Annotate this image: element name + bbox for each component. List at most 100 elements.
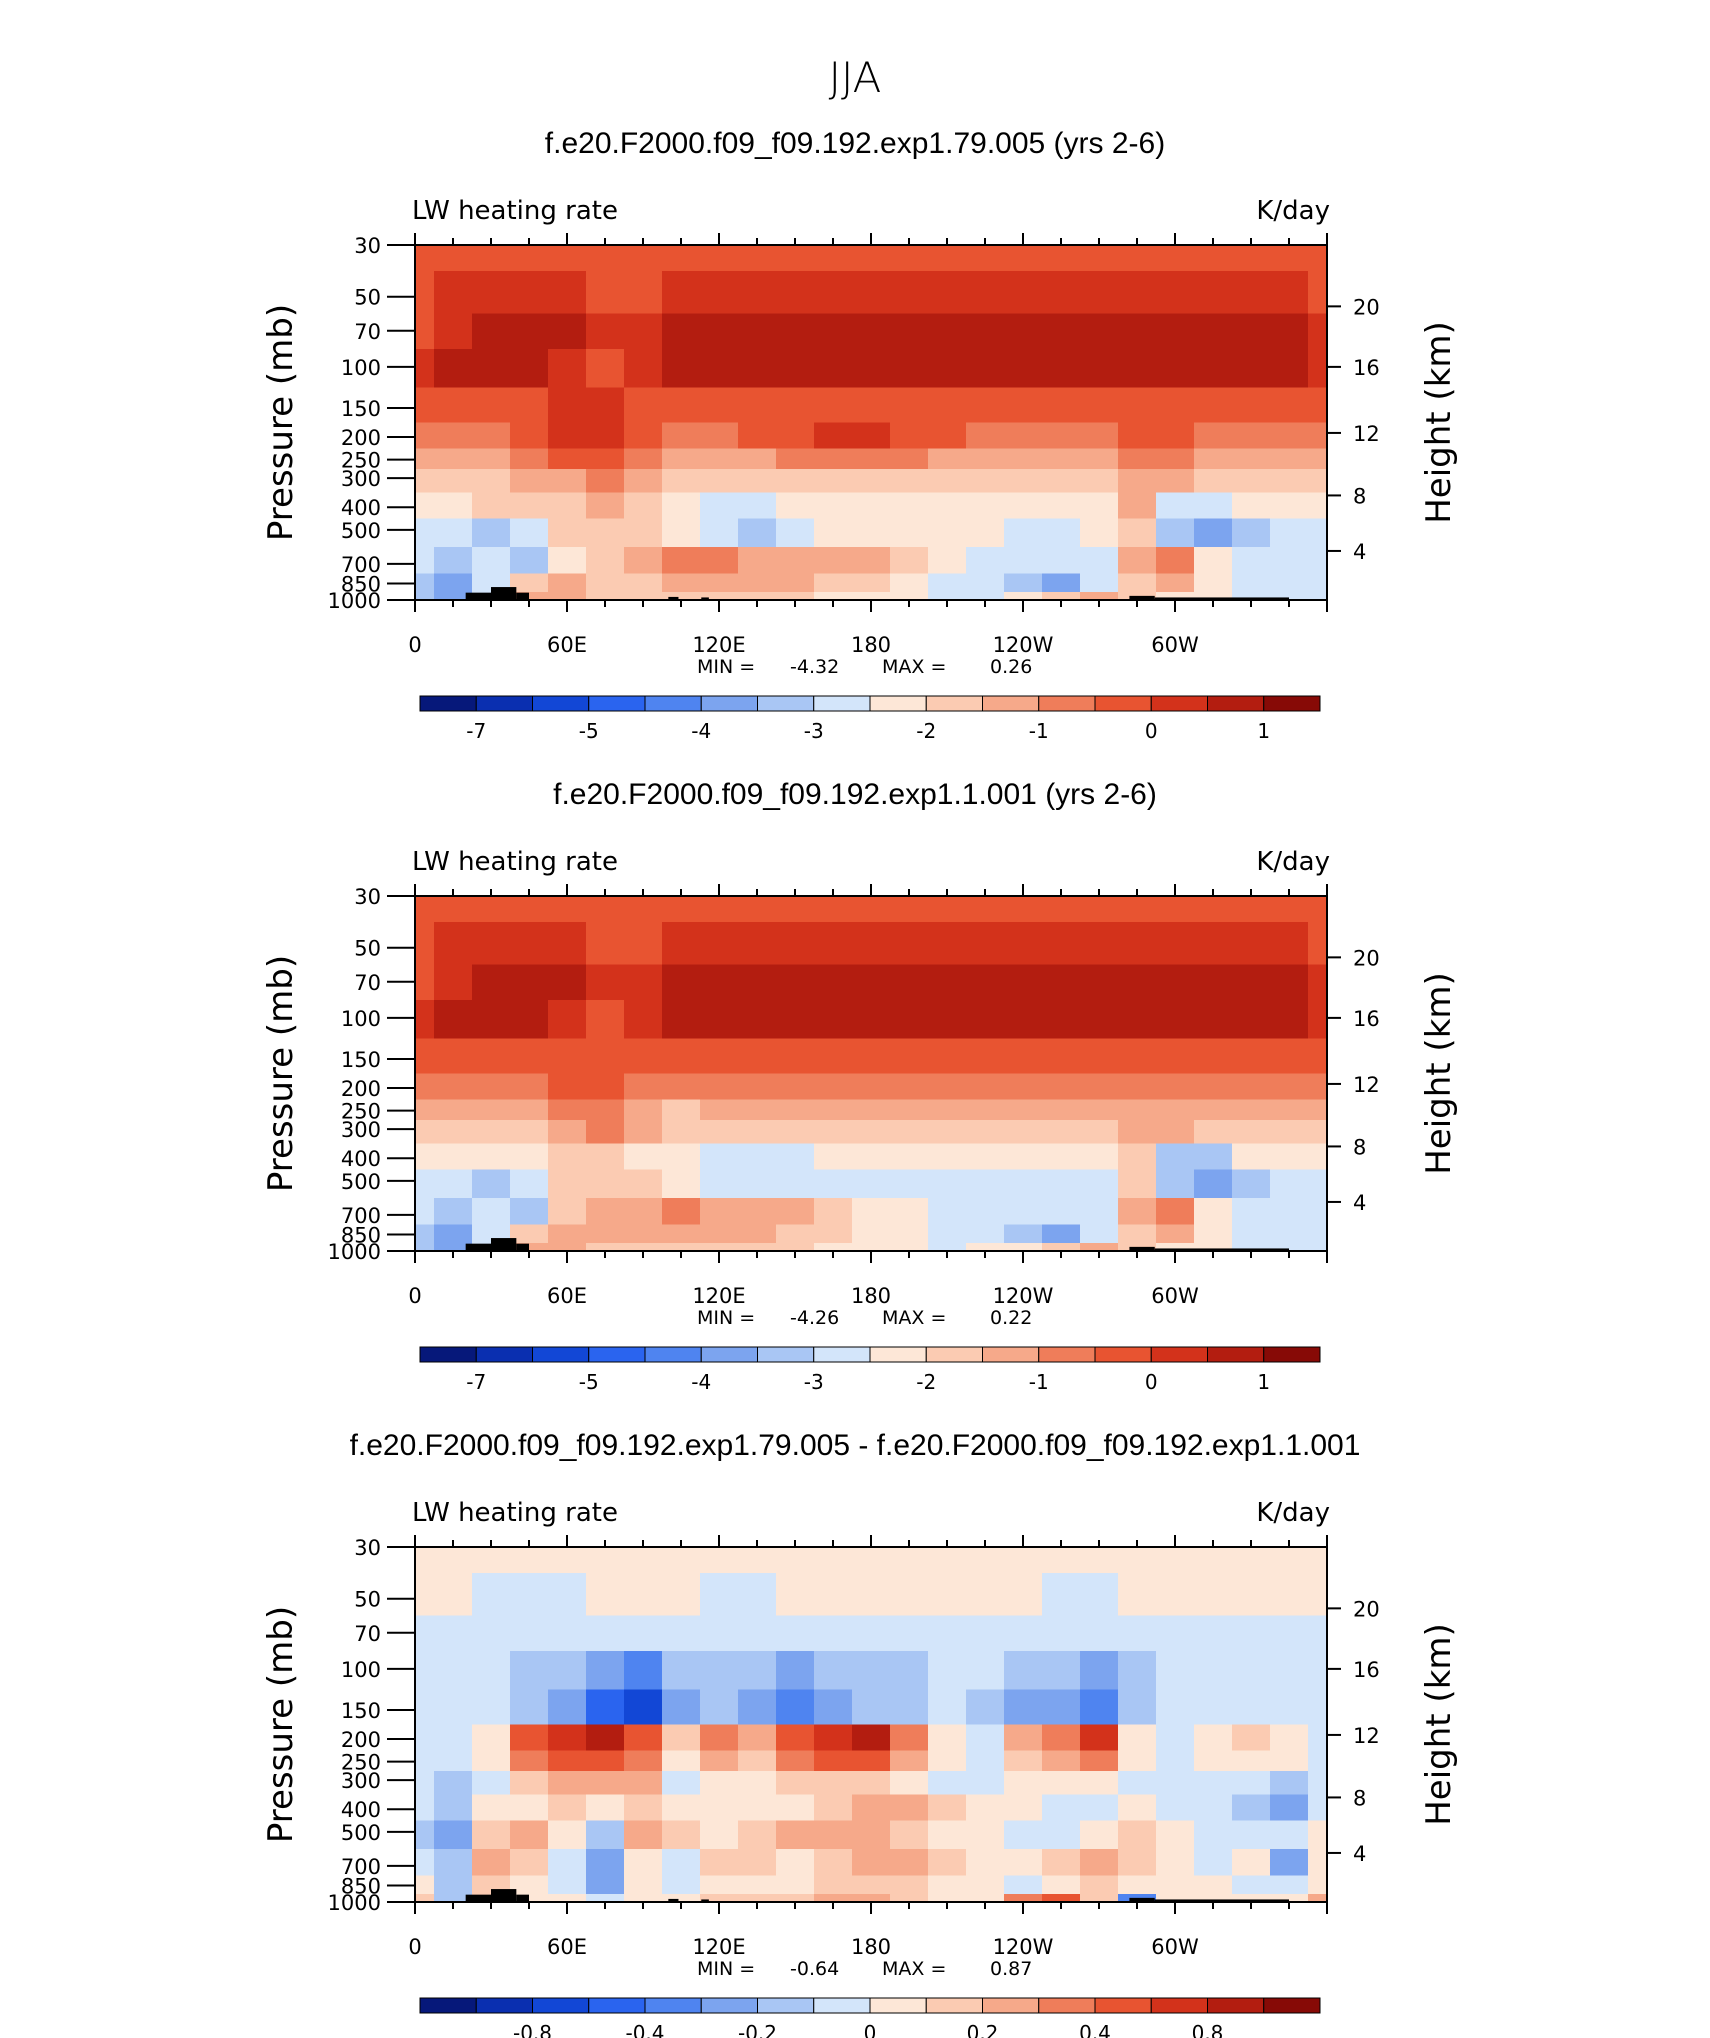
field-cell: [415, 422, 435, 449]
field-cell: [1308, 1547, 1328, 1574]
field-cell: [966, 964, 1005, 1001]
field-cell: [510, 999, 549, 1040]
height-tick-label: 20: [1353, 295, 1380, 319]
y-tick-label: 50: [354, 1588, 381, 1612]
field-cell: [1232, 492, 1271, 520]
field-cell: [1156, 1169, 1195, 1199]
field-cell: [776, 1572, 815, 1617]
field-cell: [1270, 1875, 1309, 1895]
field-cell: [472, 1750, 511, 1772]
topography-block: [1154, 1899, 1289, 1902]
season-title: JJA: [829, 53, 882, 102]
field-cell: [415, 921, 435, 966]
field-cell: [700, 1224, 739, 1244]
x-tick-label: 120E: [692, 1284, 745, 1308]
field-cell: [415, 1242, 435, 1252]
colorbar-swatch: [475, 695, 533, 712]
field-cell: [1194, 1848, 1233, 1877]
field-cell: [1232, 1794, 1271, 1822]
colorbar-label: 0: [864, 2021, 877, 2038]
colorbar-swatch: [869, 695, 927, 712]
field-cell: [700, 492, 739, 520]
panel-2: f.e20.F2000.f09_f09.192.exp1.1.001 (yrs …: [261, 778, 1459, 1394]
field-cell: [890, 591, 929, 601]
field-cell: [890, 1073, 929, 1100]
field-cell: [928, 1038, 967, 1075]
field-cell: [1042, 313, 1081, 350]
field-cell: [852, 1615, 891, 1652]
field-cell: [434, 964, 473, 1001]
field-cell: [434, 422, 473, 449]
field-cell: [776, 999, 815, 1040]
field-cell: [472, 1038, 511, 1075]
field-cell: [1080, 896, 1119, 923]
field-cell: [890, 1724, 929, 1751]
height-tick-label: 4: [1353, 1842, 1366, 1866]
field-cell: [1232, 387, 1271, 424]
field-cell: [472, 546, 511, 575]
field-cell: [700, 573, 739, 593]
field-cell: [776, 1893, 815, 1903]
field-cell: [1194, 1689, 1233, 1726]
field-cell: [548, 270, 587, 315]
field-cell: [662, 1038, 701, 1075]
field-cell: [814, 1689, 853, 1726]
field-cell: [1080, 1038, 1119, 1075]
field-cell: [415, 348, 435, 389]
field-cell: [1308, 1038, 1328, 1075]
field-cell: [586, 1893, 625, 1903]
topography-block: [701, 1899, 709, 1902]
field-cell: [415, 1750, 435, 1772]
field-cell: [1042, 348, 1081, 389]
field-cell: [434, 1820, 473, 1850]
topography-block: [1129, 595, 1155, 600]
field-cell: [890, 1689, 929, 1726]
field-cell: [738, 387, 777, 424]
field-cell: [1156, 1143, 1195, 1171]
field-cell: [1194, 1572, 1233, 1617]
field-cell: [738, 546, 777, 575]
colorbar-swatch: [1038, 1997, 1096, 2014]
field-cell: [1118, 1197, 1157, 1226]
field-cell: [434, 1848, 473, 1877]
field-cell: [586, 1875, 625, 1895]
field-cell: [548, 1724, 587, 1751]
field-cell: [1080, 964, 1119, 1001]
field-cell: [1270, 448, 1309, 470]
variable-label: LW heating rate: [412, 196, 618, 226]
topography-block: [465, 592, 491, 600]
field-cell: [814, 1242, 853, 1252]
field-cell: [1194, 1099, 1233, 1121]
field-cell: [548, 896, 587, 923]
field-cell: [814, 1224, 853, 1244]
field-cell: [434, 1875, 473, 1895]
field-cell: [966, 546, 1005, 575]
field-cell: [415, 1197, 435, 1226]
field-cell: [814, 1119, 853, 1145]
field-cell: [1004, 1197, 1043, 1226]
field-cell: [662, 1820, 701, 1850]
field-cell: [472, 1724, 511, 1751]
field-cell: [928, 1820, 967, 1850]
colorbar-label: -0.2: [738, 2021, 777, 2038]
field-cell: [1270, 1794, 1309, 1822]
field-cell: [738, 468, 777, 494]
field-cell: [1156, 1650, 1195, 1691]
field-cell: [1118, 964, 1157, 1001]
field-cell: [472, 492, 511, 520]
field-cell: [624, 1038, 663, 1075]
topography-block: [516, 1894, 529, 1902]
field-cell: [1232, 518, 1271, 548]
field-cell: [624, 1615, 663, 1652]
field-cell: [1118, 1547, 1157, 1574]
field-cell: [662, 348, 701, 389]
field-cell: [548, 1242, 587, 1252]
field-cell: [814, 1875, 853, 1895]
field-cell: [1156, 245, 1195, 272]
field-cell: [966, 348, 1005, 389]
field-cell: [1232, 999, 1271, 1040]
y-tick-label: 400: [341, 1798, 381, 1822]
field-cell: [776, 1750, 815, 1772]
field-cell: [1156, 1794, 1195, 1822]
field-cell: [415, 1770, 435, 1796]
